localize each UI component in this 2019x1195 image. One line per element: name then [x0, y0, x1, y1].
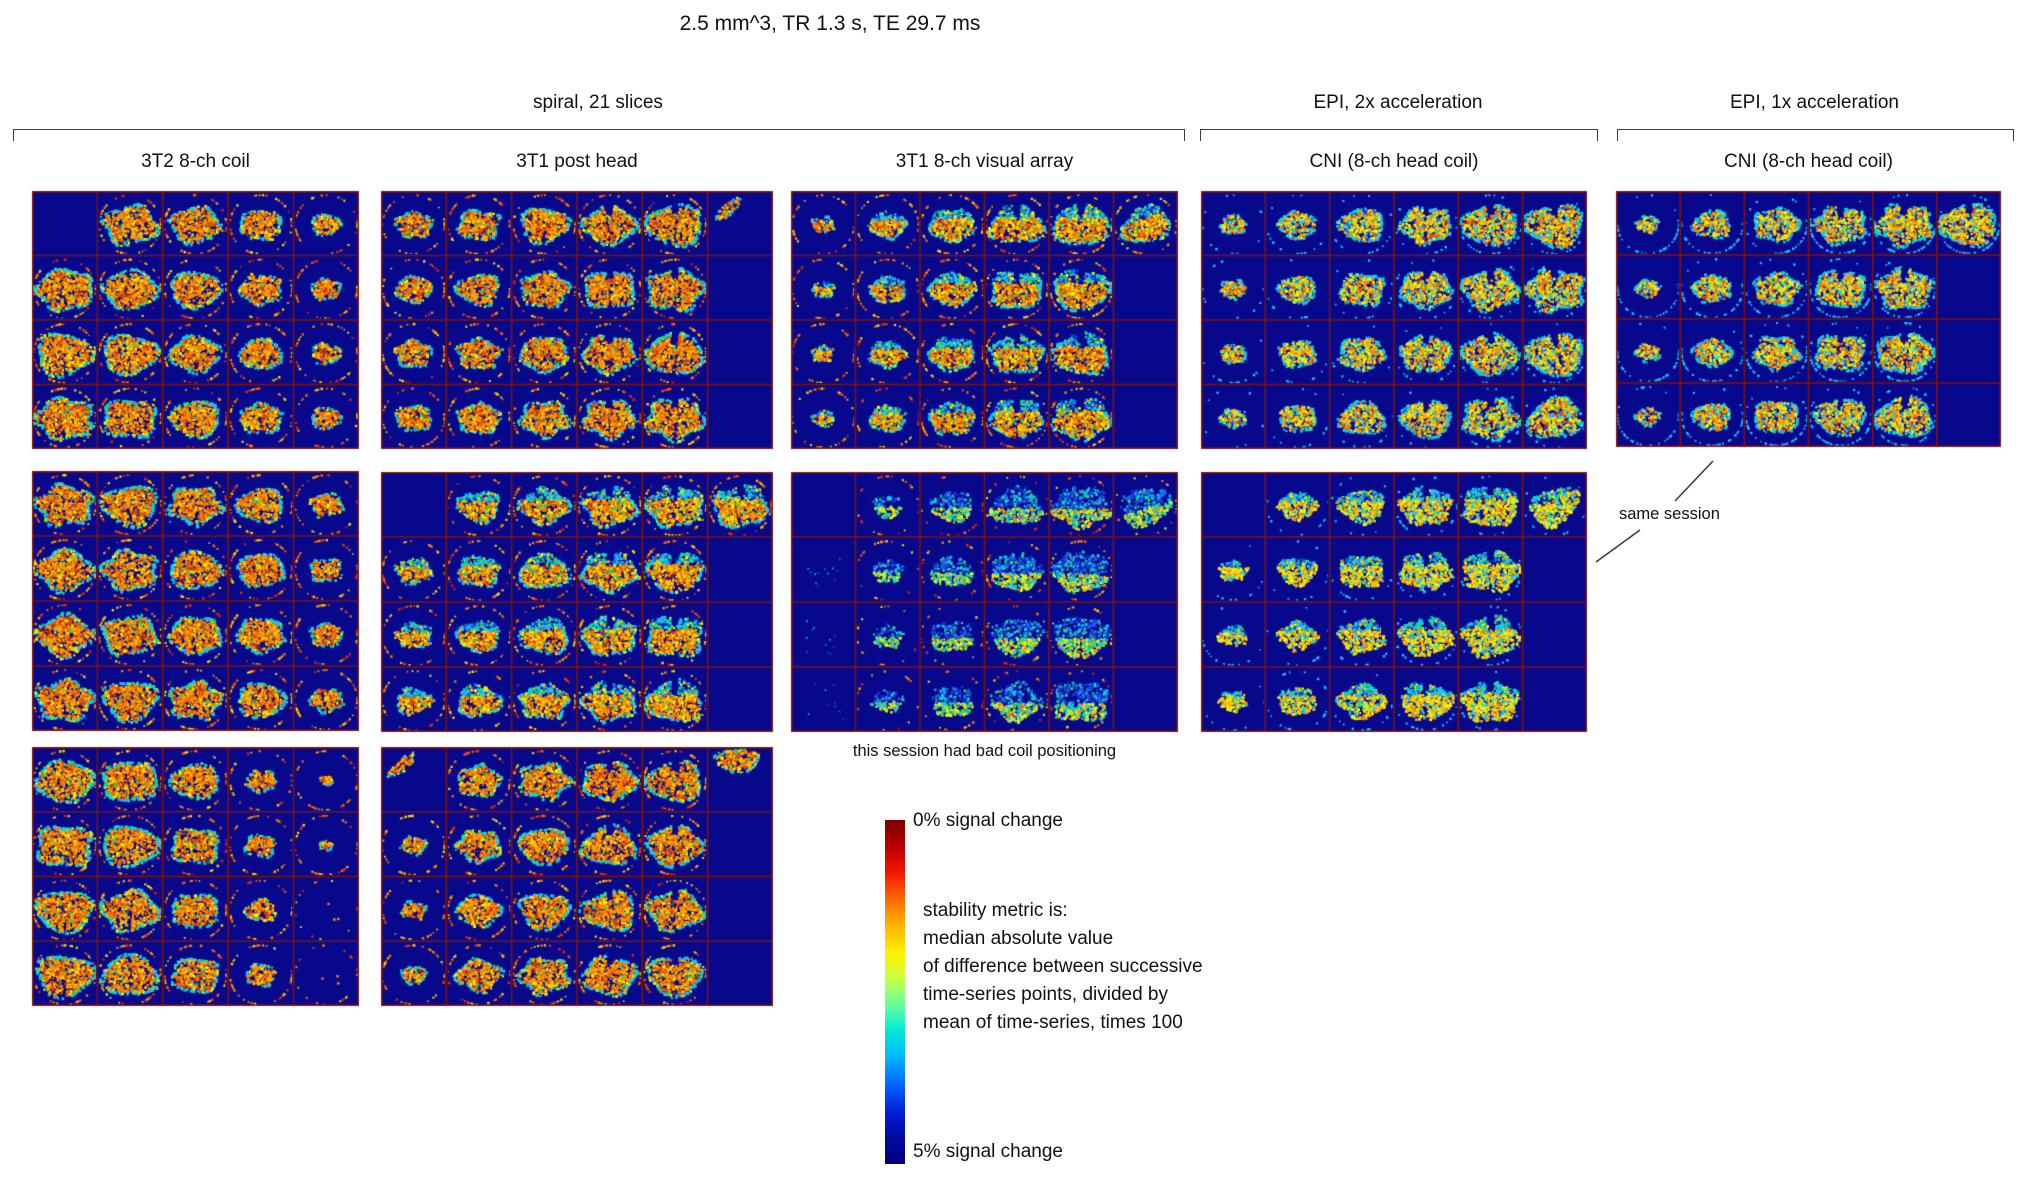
- group-bracket-spiral: [13, 129, 1185, 141]
- group-label-epi-2x: EPI, 2x acceleration: [1313, 92, 1483, 113]
- montage-3t1-post-head-session3: [381, 747, 773, 1006]
- bad-coil-caption: this session had bad coil positioning: [852, 742, 1117, 760]
- montage-3t1-post-head-session1: [381, 191, 773, 449]
- figure-title: 2.5 mm^3, TR 1.3 s, TE 29.7 ms: [679, 12, 981, 35]
- column-label-cni-epi1x: CNI (8-ch head coil): [1724, 151, 1893, 172]
- montage-3t2-8ch-session3: [32, 747, 359, 1006]
- colorbar-top-label: 0% signal change: [913, 810, 1063, 831]
- description-line-4: time-series points, divided by: [923, 984, 1168, 1005]
- montage-3t1-post-head-session2: [381, 472, 773, 732]
- column-label-3t1-post-head: 3T1 post head: [516, 151, 638, 172]
- column-label-3t2-8ch-coil: 3T2 8-ch coil: [141, 151, 250, 172]
- description-line-2: median absolute value: [923, 928, 1114, 949]
- montage-3t1-visual-array-session1: [791, 191, 1178, 449]
- same-session-label: same session: [1619, 505, 1720, 523]
- group-label-spiral: spiral, 21 slices: [533, 92, 663, 113]
- colorbar-bottom-label: 5% signal change: [913, 1141, 1063, 1162]
- montage-cni-epi2x-session2: [1201, 472, 1587, 732]
- column-label-3t1-visual-array: 3T1 8-ch visual array: [895, 151, 1074, 172]
- description-line-5: mean of time-series, times 100: [923, 1012, 1183, 1033]
- montage-cni-epi1x-session1: [1616, 191, 2001, 447]
- description-line-3: of difference between successive: [923, 956, 1203, 977]
- column-label-cni-epi2x: CNI (8-ch head coil): [1309, 151, 1479, 172]
- group-bracket-epi-2x: [1200, 129, 1598, 141]
- montage-3t2-8ch-session1: [32, 191, 359, 449]
- montage-cni-epi2x-session1: [1201, 191, 1587, 449]
- stability-metric-description: stability metric is: median absolute val…: [923, 897, 1203, 1037]
- colorbar: [885, 820, 905, 1164]
- description-line-1: stability metric is:: [923, 900, 1068, 921]
- montage-3t1-visual-array-session2-bad-coil: [791, 472, 1178, 732]
- group-label-epi-1x: EPI, 1x acceleration: [1730, 92, 1899, 113]
- montage-3t2-8ch-session2: [32, 471, 359, 731]
- group-bracket-epi-1x: [1617, 129, 2014, 141]
